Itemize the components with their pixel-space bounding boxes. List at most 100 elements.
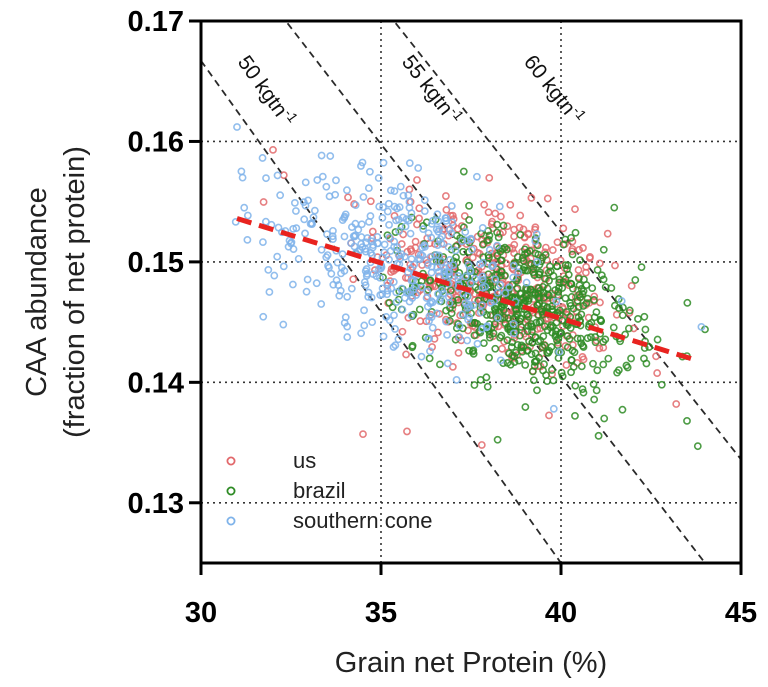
data-point [399, 230, 408, 239]
data-point [303, 275, 312, 284]
data-point [509, 273, 518, 282]
data-point [437, 285, 446, 294]
data-point [557, 328, 566, 337]
data-point [515, 223, 524, 232]
data-point [593, 266, 602, 274]
data-point [485, 246, 494, 254]
data-point [322, 182, 331, 191]
data-point [567, 355, 576, 364]
isoline [284, 21, 706, 563]
data-point [599, 275, 608, 284]
data-point [553, 336, 561, 345]
data-point [459, 167, 468, 176]
data-point [504, 325, 512, 333]
data-point [261, 217, 270, 226]
data-point [323, 251, 332, 259]
y-tick-label: 0.15 [128, 247, 184, 279]
data-point [407, 255, 416, 263]
data-point [523, 327, 532, 336]
data-point [445, 268, 454, 277]
data-point [592, 386, 601, 395]
data-point [391, 325, 399, 333]
data-point [516, 314, 525, 323]
data-point [571, 381, 580, 390]
data-point [416, 317, 425, 325]
data-point [415, 214, 423, 223]
data-point [555, 330, 564, 338]
data-point [479, 240, 487, 249]
data-point [556, 306, 564, 315]
data-point [653, 369, 662, 377]
data-point [394, 335, 403, 344]
data-point [541, 243, 550, 252]
data-point [526, 285, 535, 294]
data-point [642, 359, 651, 368]
data-point [382, 313, 391, 321]
data-point [483, 236, 492, 245]
data-point [362, 265, 371, 273]
data-point [468, 347, 477, 356]
data-point [452, 242, 460, 251]
data-point [521, 403, 530, 411]
data-point [571, 228, 580, 237]
data-point [420, 241, 429, 249]
data-point [398, 305, 407, 314]
data-point [614, 304, 623, 312]
data-point [617, 297, 626, 305]
data-point [568, 237, 577, 246]
data-point [545, 276, 553, 285]
trendline-group [236, 216, 699, 364]
data-point [479, 339, 488, 348]
data-point [302, 287, 311, 296]
data-point [405, 198, 414, 206]
data-point [585, 254, 594, 263]
data-point [543, 284, 552, 293]
data-point [378, 290, 387, 299]
data-point [238, 173, 247, 182]
data-point [344, 193, 352, 202]
data-point [434, 328, 442, 337]
data-point [395, 227, 403, 235]
data-point [435, 267, 443, 276]
data-point [562, 361, 571, 369]
data-point [262, 174, 270, 183]
data-point [447, 202, 456, 210]
data-point [496, 212, 505, 221]
data-point [437, 239, 446, 248]
data-point [478, 272, 487, 281]
data-point [385, 233, 394, 242]
data-point [390, 311, 398, 320]
data-point [434, 227, 443, 236]
x-axis-title: Grain net Protein (%) [335, 647, 607, 679]
isoline-label: 50 kgtn-1 [233, 50, 302, 131]
data-point [420, 207, 429, 216]
data-point [417, 352, 426, 361]
data-point [567, 233, 575, 242]
data-point [480, 200, 489, 209]
data-point [426, 347, 434, 356]
data-point [561, 294, 570, 303]
data-point [494, 233, 503, 242]
data-point [376, 273, 384, 282]
data-point [405, 159, 414, 168]
data-point [697, 323, 706, 331]
data-point [531, 234, 540, 243]
data-point [294, 254, 303, 263]
data-point [459, 223, 468, 232]
data-point [563, 343, 572, 352]
data-point [424, 335, 433, 343]
data-point [590, 292, 599, 301]
data-point [499, 306, 508, 314]
data-point [539, 282, 547, 291]
data-point [258, 154, 267, 162]
data-point [237, 167, 246, 176]
data-point [446, 286, 455, 295]
data-point [537, 257, 546, 266]
data-point [442, 214, 450, 223]
data-point [485, 353, 493, 362]
data-point [579, 244, 587, 252]
data-point [543, 194, 552, 203]
data-point [445, 225, 454, 234]
data-point [470, 331, 479, 340]
data-point [509, 261, 518, 270]
